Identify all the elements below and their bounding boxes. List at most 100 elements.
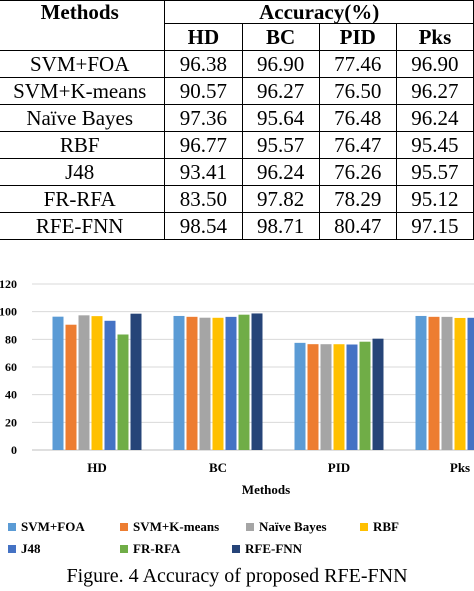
bar <box>117 334 129 450</box>
value-cell: 96.77 <box>164 131 243 159</box>
x-tick-label: PID <box>328 460 350 475</box>
table-row: SVM+FOA 96.38 96.90 77.46 96.90 <box>0 50 474 78</box>
value-cell: 76.48 <box>318 104 397 132</box>
table-row: FR-RFA 83.50 97.82 78.29 95.12 <box>0 185 474 213</box>
legend-label: RFE-FNN <box>245 541 303 556</box>
legend-item: SVM+FOA <box>8 519 85 535</box>
header-bc: BC <box>241 23 320 51</box>
value-cell: 77.46 <box>318 50 397 78</box>
header-pid: PID <box>318 23 397 51</box>
bar <box>294 342 306 450</box>
method-cell: FR-RFA <box>0 185 166 213</box>
bar <box>467 317 474 450</box>
value-cell: 76.50 <box>318 77 397 105</box>
header-pks: Pks <box>395 23 474 51</box>
legend-item: J48 <box>8 541 41 557</box>
value-cell: 95.57 <box>241 131 320 159</box>
accuracy-bar-chart: 0 20 40 60 80 100 120 HD BC PID Pks Methods <box>0 277 474 497</box>
y-tick-label: 100 <box>0 305 17 319</box>
legend-item: RFE-FNN <box>232 541 302 557</box>
legend-item: SVM+K-means <box>120 519 219 535</box>
value-cell: 76.26 <box>318 158 397 186</box>
legend-swatch <box>360 523 368 531</box>
legend-label: RBF <box>373 519 399 534</box>
bars <box>52 313 474 450</box>
table-row: Naïve Bayes 97.36 95.64 76.48 96.24 <box>0 104 474 132</box>
method-cell: SVM+K-means <box>0 77 166 105</box>
value-cell: 83.50 <box>164 185 243 213</box>
legend-swatch <box>8 523 16 531</box>
bar <box>186 316 198 450</box>
table-row: SVM+K-means 90.57 96.27 76.50 96.27 <box>0 77 474 105</box>
table-row: RBF 96.77 95.57 76.47 95.45 <box>0 131 474 159</box>
value-cell: 96.38 <box>164 50 243 78</box>
x-tick-label: Pks <box>450 460 470 475</box>
y-tick-label: 40 <box>5 388 17 402</box>
method-cell: SVM+FOA <box>0 50 166 78</box>
bar <box>333 344 345 450</box>
value-cell: 97.36 <box>164 104 243 132</box>
value-cell: 98.54 <box>164 212 243 240</box>
value-cell: 96.24 <box>395 104 474 132</box>
value-cell: 93.41 <box>164 158 243 186</box>
x-tick-labels: HD BC PID Pks <box>87 460 470 475</box>
legend-item: RBF <box>360 519 399 535</box>
value-cell: 97.82 <box>241 185 320 213</box>
method-cell: J48 <box>0 158 166 186</box>
legend-swatch <box>8 545 16 553</box>
y-tick-label: 60 <box>5 360 17 374</box>
bar <box>428 316 440 450</box>
legend-label: SVM+K-means <box>133 519 220 534</box>
value-cell: 76.47 <box>318 131 397 159</box>
table-row: J48 93.41 96.24 76.26 95.57 <box>0 158 474 186</box>
legend-label: J48 <box>21 541 41 556</box>
bar <box>104 320 116 450</box>
bar <box>320 344 332 450</box>
legend-swatch <box>246 523 254 531</box>
method-cell: RFE-FNN <box>0 212 166 240</box>
bar <box>346 344 358 450</box>
x-tick-label: HD <box>87 460 107 475</box>
bar <box>441 316 453 450</box>
figure-caption: Figure. 4 Accuracy of proposed RFE-FNN <box>66 565 408 587</box>
value-cell: 95.12 <box>395 185 474 213</box>
method-cell: Naïve Bayes <box>0 104 166 132</box>
header-methods: Methods <box>0 0 166 51</box>
value-cell: 95.64 <box>241 104 320 132</box>
value-cell: 96.90 <box>395 50 474 78</box>
bar <box>130 313 142 450</box>
chart-legend: SVM+FOA SVM+K-means Naïve Bayes RBF J48 FR-RF… <box>0 515 474 565</box>
method-cell: RBF <box>0 131 166 159</box>
y-tick-label: 80 <box>5 332 17 346</box>
bar <box>52 316 64 450</box>
bar <box>372 338 384 450</box>
value-cell: 95.45 <box>395 131 474 159</box>
legend-swatch <box>120 523 128 531</box>
accuracy-table: Methods Accuracy(%) HD BC PID Pks SVM+FO… <box>0 0 474 240</box>
bar <box>307 344 319 450</box>
bar <box>454 317 466 450</box>
value-cell: 78.29 <box>318 185 397 213</box>
bar <box>238 314 250 450</box>
value-cell: 96.27 <box>241 77 320 105</box>
legend-swatch <box>232 545 240 553</box>
x-axis-label: Methods <box>242 482 290 497</box>
y-tick-label: 20 <box>5 415 17 429</box>
bar <box>78 315 90 450</box>
y-tick-label: 120 <box>0 277 17 291</box>
bar <box>225 316 237 450</box>
legend-label: SVM+FOA <box>21 519 85 534</box>
table-row: RFE-FNN 98.54 98.71 80.47 97.15 <box>0 212 474 240</box>
legend-item: FR-RFA <box>120 541 180 557</box>
legend-swatch <box>120 545 128 553</box>
header-hd: HD <box>164 23 243 51</box>
value-cell: 96.90 <box>241 50 320 78</box>
bar <box>415 315 427 450</box>
bar <box>91 316 103 450</box>
legend-label: Naïve Bayes <box>259 519 327 534</box>
bar <box>212 317 224 450</box>
bar <box>359 341 371 450</box>
value-cell: 95.57 <box>395 158 474 186</box>
bar <box>199 317 211 450</box>
value-cell: 98.71 <box>241 212 320 240</box>
